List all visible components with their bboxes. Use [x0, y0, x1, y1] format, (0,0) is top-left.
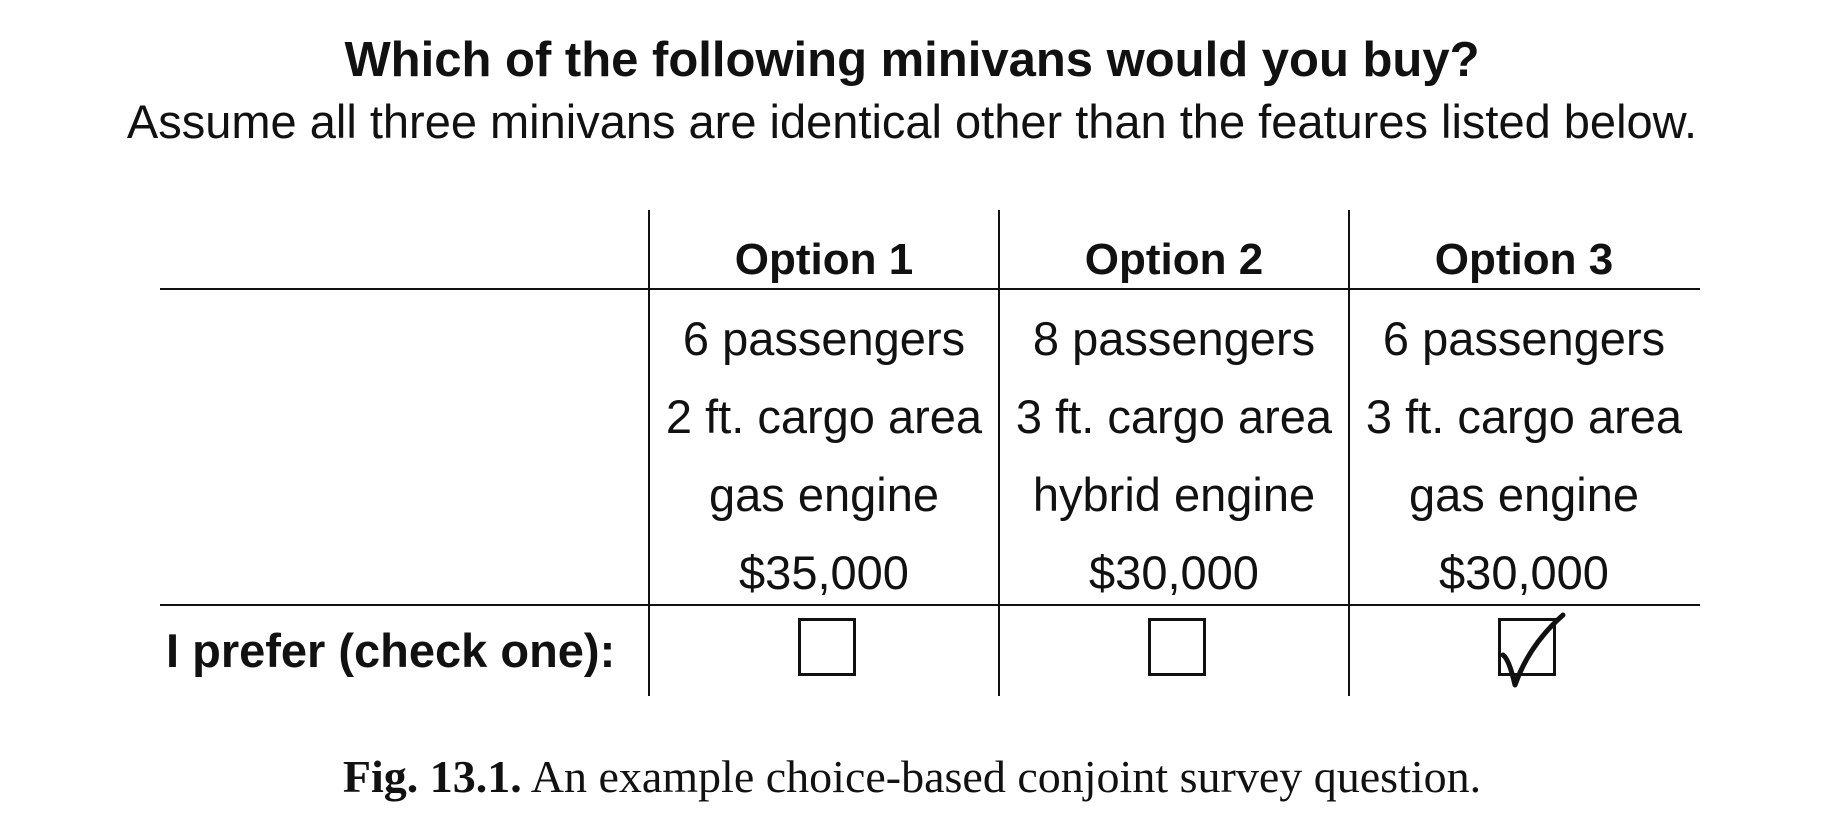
- prefer-label: I prefer (check one):: [166, 624, 616, 677]
- option-2-cargo: 3 ft. cargo area: [1015, 390, 1333, 443]
- option-2-choice-cell: [999, 606, 1349, 694]
- figure-caption: Fig. 13.1. An example choice-based conjo…: [0, 748, 1824, 806]
- checkmark-icon: [1500, 612, 1566, 688]
- header-rule: [160, 288, 1700, 290]
- choice-rule: [160, 604, 1700, 606]
- survey-table: Option 1 6 passengers 2 ft. cargo area g…: [160, 210, 1700, 696]
- question-title: Which of the following minivans would yo…: [344, 33, 1480, 87]
- option-2-header: Option 2: [1084, 235, 1264, 284]
- option-3-passengers: 6 passengers: [1382, 312, 1666, 365]
- option-2-engine: hybrid engine: [1032, 468, 1316, 521]
- option-3-price: $30,000: [1439, 546, 1609, 599]
- column-divider: [648, 210, 650, 696]
- option-3-choice-cell: [1349, 606, 1699, 694]
- option-1-cargo: 2 ft. cargo area: [665, 390, 983, 443]
- option-3-header: Option 3: [1434, 235, 1614, 284]
- option-1-engine: gas engine: [709, 468, 939, 521]
- figure-label: Fig. 13.1.: [342, 751, 522, 802]
- option-3-cargo: 3 ft. cargo area: [1365, 390, 1683, 443]
- option-3-checkbox[interactable]: [1498, 612, 1566, 688]
- question-subtitle: Assume all three minivans are identical …: [126, 95, 1698, 148]
- option-2-price: $30,000: [1089, 546, 1259, 599]
- option-3-engine: gas engine: [1409, 468, 1639, 521]
- option-2-features: 8 passengers 3 ft. cargo area hybrid eng…: [999, 300, 1349, 600]
- option-3-features: 6 passengers 3 ft. cargo area gas engine…: [1349, 300, 1699, 600]
- option-1-header: Option 1: [734, 235, 914, 284]
- option-1-passengers: 6 passengers: [682, 312, 966, 365]
- option-2-passengers: 8 passengers: [1032, 312, 1316, 365]
- figure-caption-text: An example choice-based conjoint survey …: [521, 751, 1482, 802]
- option-2-checkbox[interactable]: [1148, 618, 1206, 676]
- column-divider: [998, 210, 1000, 696]
- option-1-choice-cell: [649, 606, 999, 694]
- option-1-features: 6 passengers 2 ft. cargo area gas engine…: [649, 300, 999, 600]
- option-1-price: $35,000: [739, 546, 909, 599]
- column-divider: [1348, 210, 1350, 696]
- option-1-checkbox[interactable]: [798, 618, 856, 676]
